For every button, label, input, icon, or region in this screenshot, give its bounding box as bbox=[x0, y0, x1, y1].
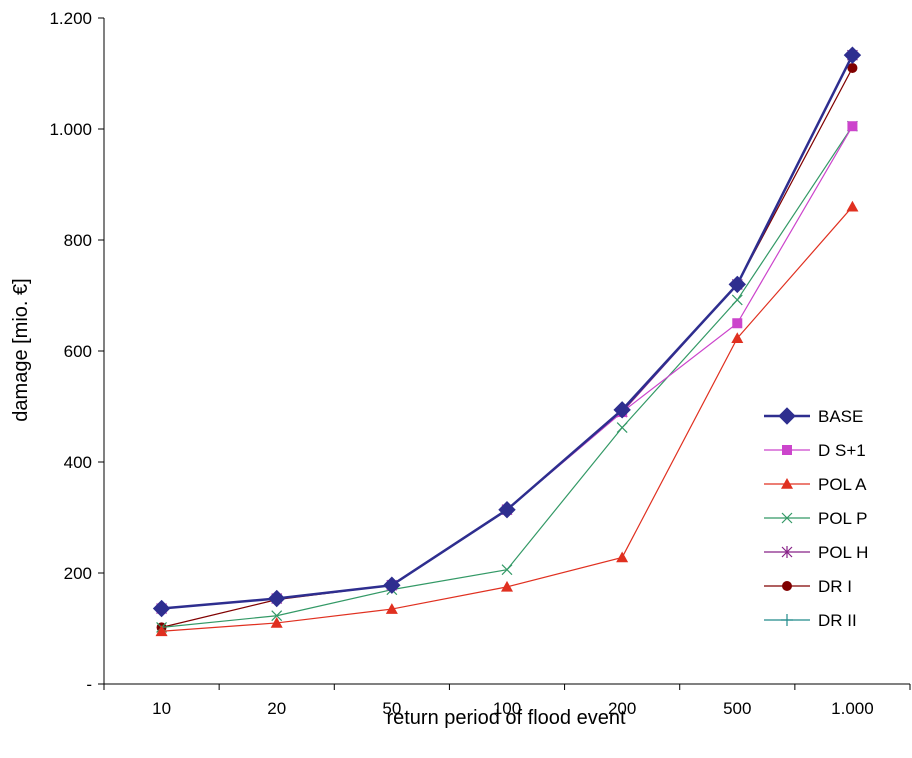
series-base bbox=[152, 46, 862, 618]
legend-item-pol-p: POL P bbox=[764, 509, 867, 528]
data-point-base bbox=[843, 46, 862, 64]
legend-marker bbox=[782, 581, 792, 591]
legend-marker bbox=[778, 407, 796, 425]
legend-item-base: BASE bbox=[764, 407, 863, 426]
legend-item-pol-h: POL H bbox=[764, 543, 868, 562]
x-axis-title: return period of flood event bbox=[386, 707, 625, 729]
legend-label: POL P bbox=[818, 509, 867, 528]
legend-marker bbox=[782, 445, 792, 455]
series-line-pol-h bbox=[161, 54, 853, 610]
data-point-base bbox=[383, 576, 401, 594]
legend-marker bbox=[781, 614, 793, 626]
x-tick-label: 10 bbox=[152, 699, 171, 718]
legend-marker bbox=[781, 546, 793, 558]
data-point-base bbox=[728, 275, 746, 294]
legend-marker bbox=[781, 478, 793, 489]
series-pol-a bbox=[155, 200, 859, 637]
series-line-dr-ii bbox=[161, 54, 853, 610]
x-tick-label: 200 bbox=[608, 699, 636, 718]
series-layer bbox=[152, 46, 862, 637]
legend-item-dr-i: DR I bbox=[764, 577, 852, 596]
y-tick-label: 200 bbox=[64, 564, 92, 583]
legend-item-d-s-1: D S+1 bbox=[764, 441, 866, 460]
series-pol-p bbox=[156, 120, 858, 633]
y-axis-title: damage [mio. €] bbox=[10, 278, 32, 421]
series-line-d-s-1 bbox=[161, 125, 853, 610]
x-tick-label: 100 bbox=[493, 699, 521, 718]
legend-label: D S+1 bbox=[818, 441, 866, 460]
series-line-dr-i bbox=[161, 67, 853, 628]
legend-label: DR II bbox=[818, 611, 857, 630]
data-point-d-s-1 bbox=[847, 121, 858, 132]
series-line-base bbox=[161, 54, 854, 610]
legend-item-pol-a: POL A bbox=[764, 475, 867, 494]
data-point-base bbox=[152, 599, 171, 618]
x-tick-label: 50 bbox=[382, 699, 401, 718]
series-line-pol-a bbox=[161, 206, 853, 632]
legend-label: BASE bbox=[818, 407, 863, 426]
series-dr-i bbox=[156, 62, 858, 633]
x-tick-label: 500 bbox=[723, 699, 751, 718]
data-point-base bbox=[613, 401, 631, 419]
series-pol-h bbox=[156, 49, 858, 615]
y-tick-label: 800 bbox=[64, 231, 92, 250]
legend: BASE D S+1 POL A POL P POL H DR I DR II bbox=[764, 407, 868, 630]
data-point-base bbox=[268, 589, 286, 608]
data-point-pol-a bbox=[385, 603, 398, 614]
y-tick-label: 1.200 bbox=[49, 9, 92, 28]
axes: - 200 400 600 800 1.000 1.200 10 20 50 100 200 500 1.… bbox=[49, 9, 911, 718]
data-point-base bbox=[498, 501, 516, 519]
data-point-pol-p bbox=[731, 294, 743, 306]
x-tick-label: 1.000 bbox=[831, 699, 874, 718]
data-point-d-s-1 bbox=[732, 318, 743, 329]
series-line-pol-p bbox=[161, 125, 853, 628]
data-point-pol-a bbox=[616, 551, 629, 563]
series-dr-ii bbox=[155, 49, 859, 615]
legend-marker bbox=[781, 512, 793, 524]
y-tick-label: 400 bbox=[64, 453, 92, 472]
legend-label: POL A bbox=[818, 475, 867, 494]
x-tick-label: 20 bbox=[267, 699, 286, 718]
series-d-s-1 bbox=[156, 121, 858, 614]
legend-label: DR I bbox=[818, 577, 852, 596]
y-tick-label: - bbox=[86, 675, 92, 694]
y-tick-label: 1.000 bbox=[49, 120, 92, 139]
y-tick-label: 600 bbox=[64, 342, 92, 361]
data-point-pol-a bbox=[501, 580, 513, 592]
data-point-pol-a bbox=[731, 332, 744, 344]
data-point-pol-p bbox=[271, 610, 283, 622]
data-point-pol-a bbox=[155, 625, 168, 637]
data-point-pol-a bbox=[270, 616, 283, 628]
data-point-dr-i bbox=[847, 62, 858, 73]
legend-label: POL H bbox=[818, 543, 868, 562]
legend-item-dr-ii: DR II bbox=[764, 611, 857, 630]
data-point-pol-a bbox=[846, 200, 859, 212]
data-point-pol-p bbox=[501, 564, 513, 576]
data-point-pol-p bbox=[616, 422, 628, 434]
